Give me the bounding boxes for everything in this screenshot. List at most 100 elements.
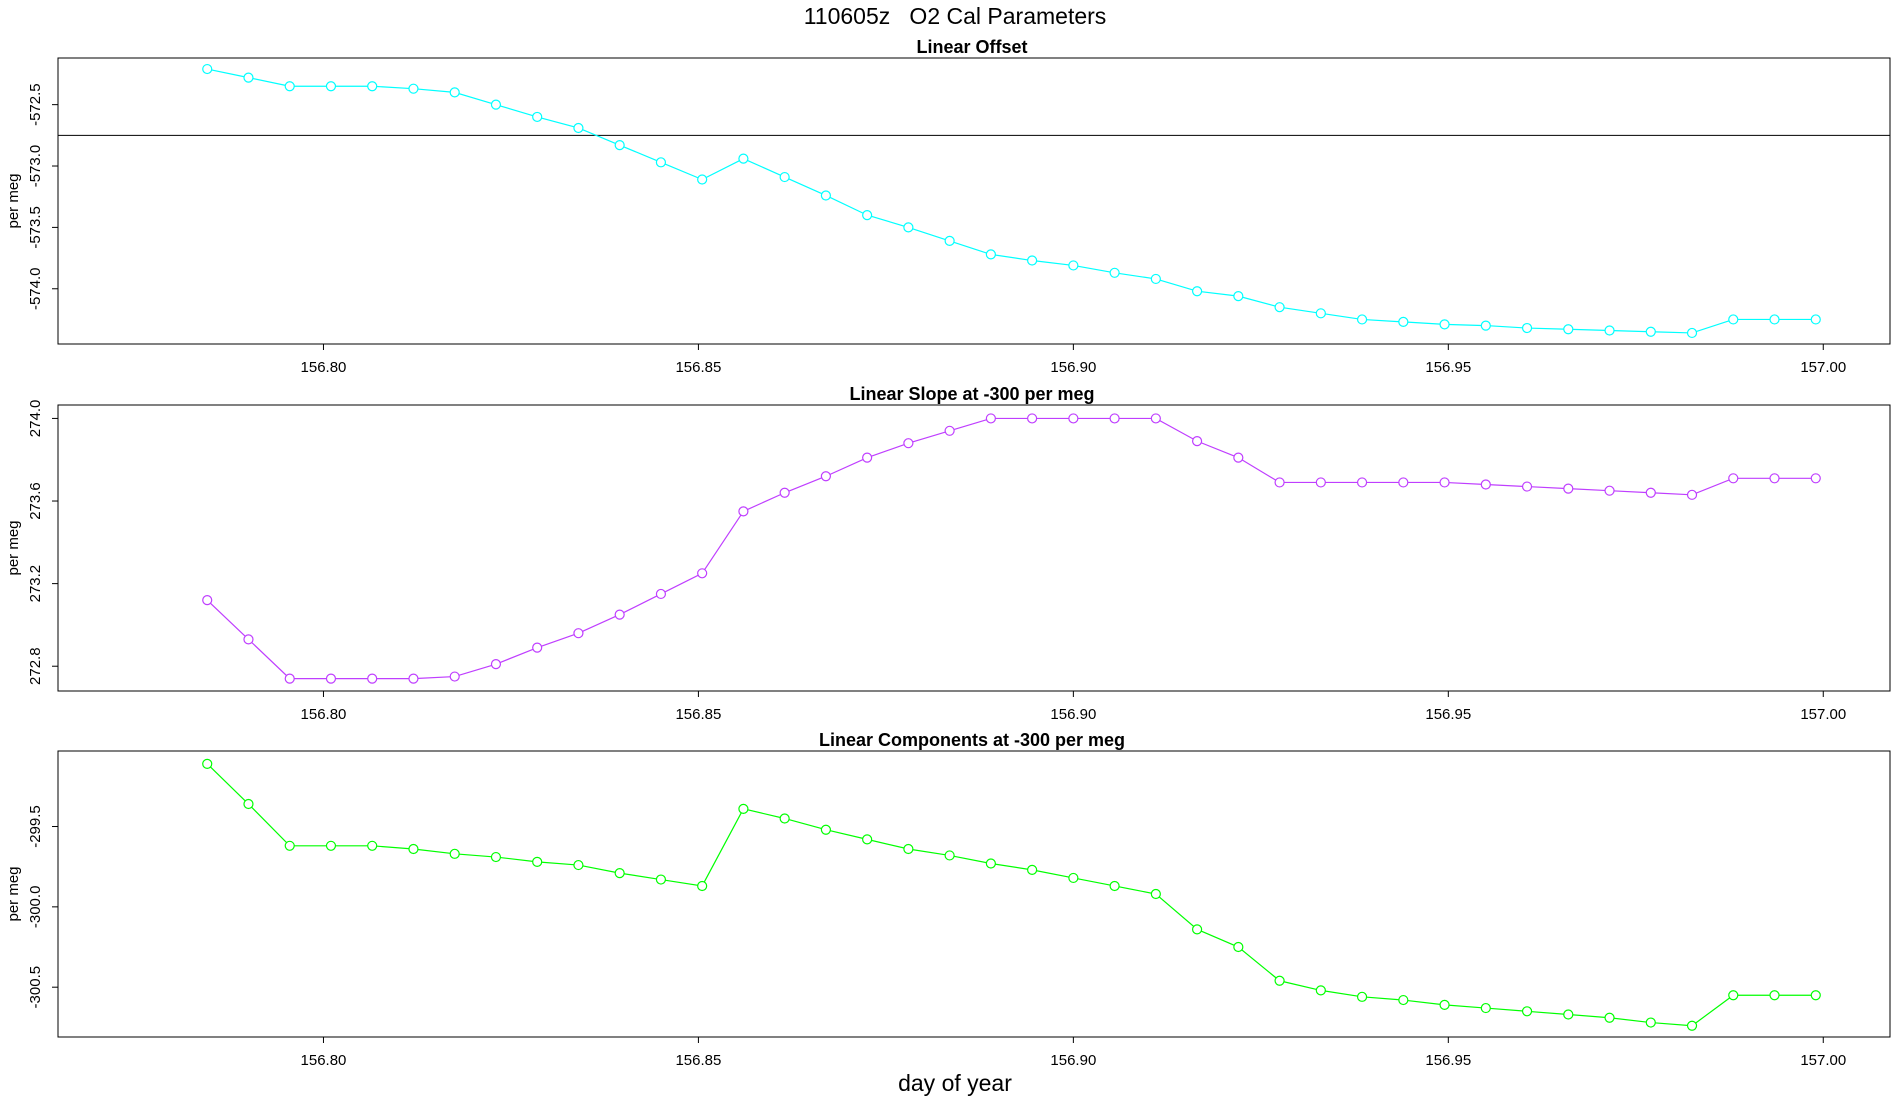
data-point bbox=[985, 413, 996, 424]
data-point bbox=[202, 758, 213, 769]
x-tick-label: 156.95 bbox=[1425, 706, 1471, 723]
data-point bbox=[1315, 985, 1326, 996]
data-point bbox=[1027, 255, 1038, 266]
data-point bbox=[1068, 872, 1079, 884]
data-point bbox=[1150, 273, 1161, 285]
data-point bbox=[1728, 314, 1739, 325]
data-point bbox=[1728, 990, 1739, 1001]
data-point bbox=[1645, 326, 1656, 337]
data-point bbox=[1274, 477, 1285, 488]
data-point bbox=[1233, 452, 1244, 463]
data-point bbox=[408, 673, 419, 684]
y-tick-label: -300.5 bbox=[27, 966, 44, 1009]
y-tick-label: 273.6 bbox=[27, 482, 44, 520]
data-point bbox=[1769, 473, 1780, 484]
data-point bbox=[820, 190, 831, 201]
data-point bbox=[408, 83, 419, 94]
data-point bbox=[408, 843, 419, 855]
y-tick-label: -573.0 bbox=[27, 145, 44, 188]
data-point bbox=[655, 874, 667, 885]
plot-frame bbox=[57, 404, 1891, 692]
x-tick-label: 156.85 bbox=[675, 359, 721, 376]
data-point bbox=[202, 595, 213, 606]
data-point bbox=[1274, 975, 1285, 986]
data-point bbox=[862, 452, 873, 463]
x-tick-label: 156.85 bbox=[675, 706, 721, 723]
data-line bbox=[206, 763, 1816, 1027]
y-tick-label: -572.5 bbox=[27, 83, 44, 126]
data-point bbox=[1604, 325, 1615, 336]
data-point bbox=[944, 425, 955, 436]
data-point bbox=[820, 471, 831, 482]
data-point bbox=[490, 659, 502, 670]
x-tick-label: 156.90 bbox=[1050, 359, 1096, 376]
data-point bbox=[1398, 477, 1409, 488]
y-tick-label: 274.0 bbox=[27, 400, 44, 438]
x-tick-label: 156.80 bbox=[301, 359, 347, 376]
panel: Linear Components at -300 per meg per meg… bbox=[5, 730, 1891, 1069]
data-point bbox=[1480, 1002, 1491, 1014]
data-point bbox=[738, 506, 749, 517]
data-point bbox=[1233, 941, 1244, 953]
y-tick-label: 273.2 bbox=[27, 565, 44, 603]
y-axis-title: per meg bbox=[5, 866, 22, 921]
data-point bbox=[985, 858, 996, 869]
y-tick-label: -574.0 bbox=[27, 267, 44, 310]
figure-title: 110605z O2 Cal Parameters bbox=[804, 3, 1107, 29]
data-point bbox=[697, 174, 708, 185]
plot-frame bbox=[57, 57, 1891, 345]
data-point bbox=[284, 81, 295, 92]
data-point bbox=[862, 210, 873, 221]
panel: Linear Slope at -300 per meg per meg 156.8… bbox=[5, 384, 1891, 723]
data-point bbox=[532, 642, 543, 653]
data-point bbox=[697, 568, 708, 579]
data-point bbox=[903, 222, 914, 233]
data-point bbox=[1398, 994, 1409, 1006]
x-tick-label: 156.95 bbox=[1425, 1052, 1471, 1069]
data-point bbox=[573, 859, 584, 871]
data-point bbox=[490, 851, 502, 863]
data-point bbox=[1315, 477, 1326, 488]
data-point bbox=[614, 609, 625, 620]
data-point bbox=[1356, 477, 1368, 488]
data-point bbox=[1604, 485, 1615, 496]
data-point bbox=[449, 87, 460, 98]
panel-title: Linear Slope at -300 per meg bbox=[849, 384, 1094, 404]
data-point bbox=[1563, 324, 1574, 335]
data-point bbox=[779, 171, 790, 183]
data-point bbox=[1068, 260, 1079, 271]
data-point bbox=[1068, 413, 1079, 424]
x-tick-label: 156.80 bbox=[301, 706, 347, 723]
data-point bbox=[1109, 413, 1120, 424]
data-line bbox=[207, 68, 1816, 334]
data-point bbox=[367, 840, 378, 851]
data-point bbox=[862, 834, 873, 845]
x-tick-label: 157.00 bbox=[1800, 359, 1846, 376]
data-point bbox=[1645, 1017, 1656, 1028]
data-point bbox=[1027, 864, 1038, 875]
data-point bbox=[779, 487, 790, 498]
y-tick-label: -300.0 bbox=[27, 886, 44, 929]
data-point bbox=[1356, 991, 1368, 1002]
data-point bbox=[1191, 436, 1203, 447]
data-point bbox=[243, 72, 254, 83]
y-tick-label: -573.5 bbox=[27, 206, 44, 249]
data-point bbox=[284, 840, 295, 851]
data-point bbox=[1439, 477, 1450, 488]
data-point bbox=[1728, 473, 1739, 484]
data-point bbox=[1521, 481, 1533, 492]
data-point bbox=[1769, 314, 1780, 325]
data-point bbox=[325, 840, 337, 851]
y-axis-title: per meg bbox=[5, 520, 22, 575]
panel-title: Linear Offset bbox=[916, 37, 1027, 57]
data-point bbox=[1604, 1012, 1615, 1023]
panel-title: Linear Components at -300 per meg bbox=[819, 730, 1125, 750]
data-point bbox=[573, 628, 584, 639]
x-tick-label: 156.80 bbox=[301, 1052, 347, 1069]
data-point bbox=[820, 824, 831, 835]
data-point bbox=[738, 153, 749, 164]
data-point bbox=[1686, 489, 1698, 500]
x-tick-label: 157.00 bbox=[1800, 706, 1846, 723]
data-point bbox=[1233, 291, 1244, 302]
x-tick-label: 156.90 bbox=[1050, 706, 1096, 723]
